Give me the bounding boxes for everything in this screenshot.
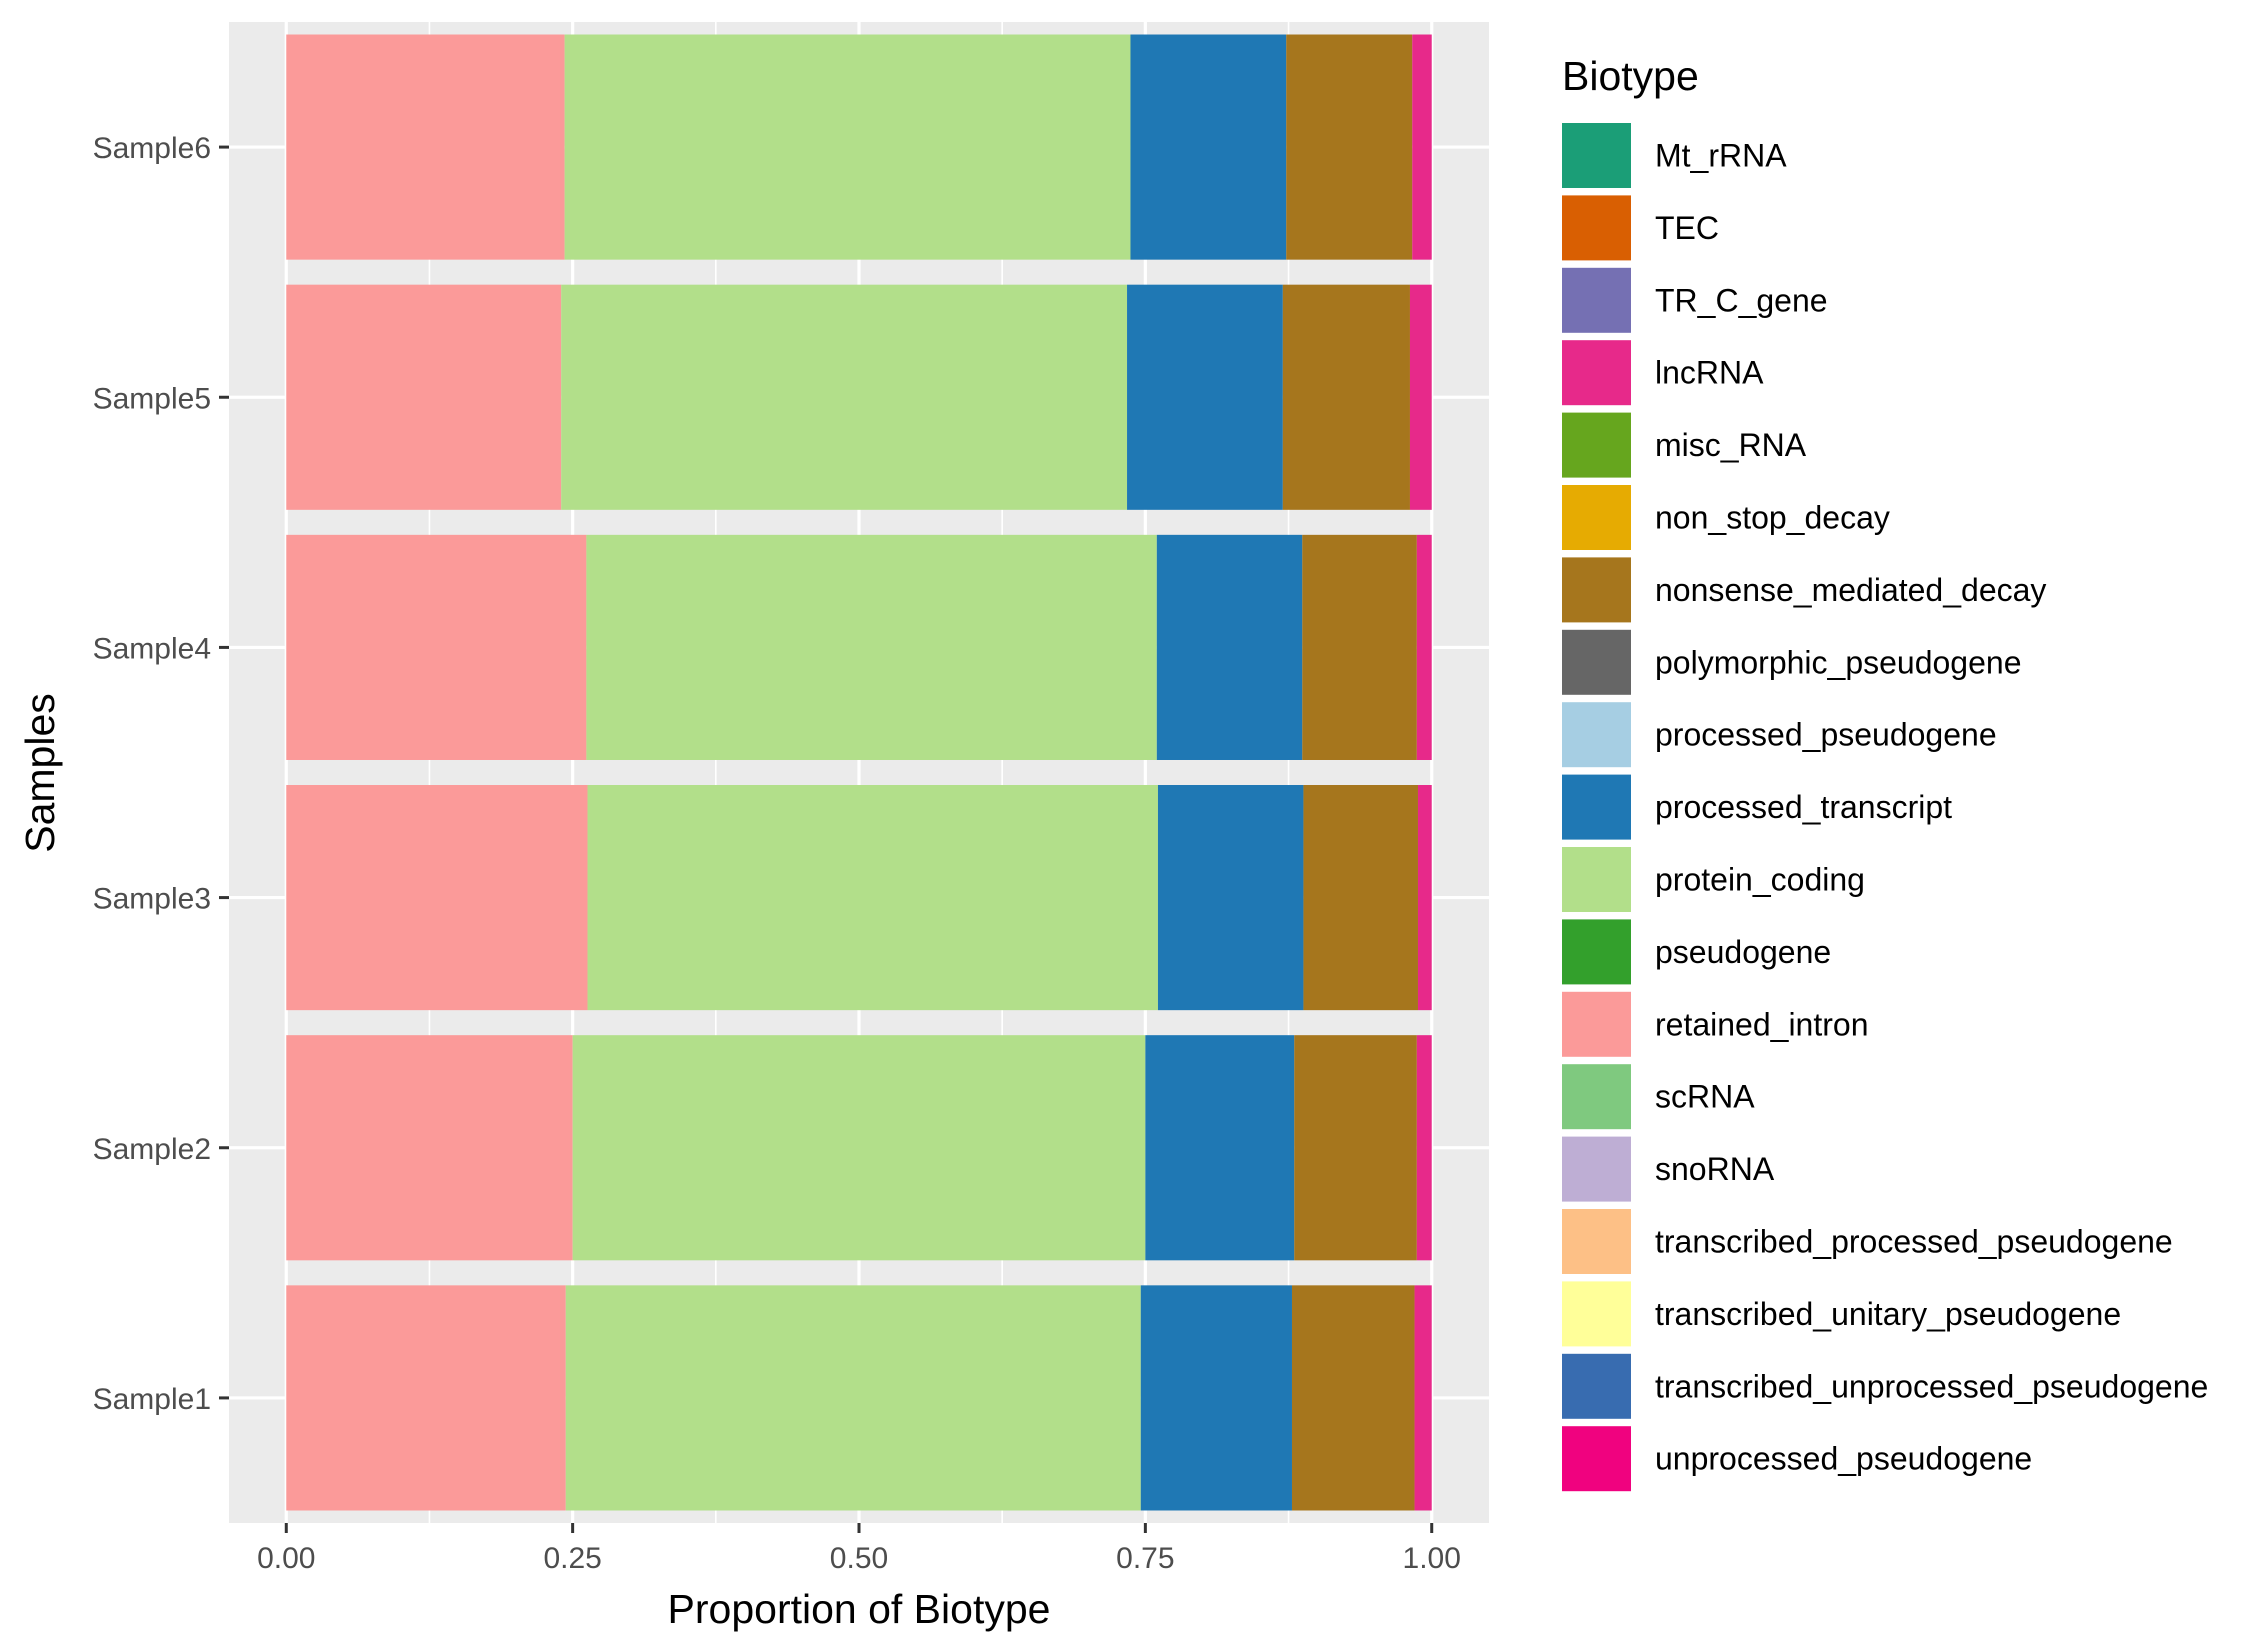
- legend-key-TR_C_gene: [1562, 267, 1631, 333]
- legend-key-non_stop_decay: [1562, 485, 1631, 550]
- legend-label-transcribed_unitary_pseudogene: transcribed_unitary_pseudogene: [1655, 1296, 2121, 1332]
- legend-label-lncRNA: lncRNA: [1655, 355, 1764, 391]
- y-tick-label: Sample1: [93, 1383, 211, 1416]
- bar-segment-Sample6-nonsense_mediated_decay: [1286, 34, 1413, 260]
- bar-segment-Sample5-processed_transcript: [1127, 284, 1283, 510]
- legend-label-misc_RNA: misc_RNA: [1655, 427, 1807, 463]
- bar-segment-Sample5-protein_coding: [561, 284, 1128, 510]
- legend-label-transcribed_unprocessed_pseudogene: transcribed_unprocessed_pseudogene: [1655, 1368, 2208, 1404]
- bar-segment-Sample6-retained_intron: [286, 34, 565, 260]
- legend-label-scRNA: scRNA: [1655, 1079, 1755, 1115]
- legend-label-processed_transcript: processed_transcript: [1655, 789, 1952, 825]
- x-tick-label: 0.00: [257, 1542, 315, 1575]
- bar-segment-Sample1-retained_intron: [286, 1285, 566, 1511]
- legend-key-processed_pseudogene: [1562, 702, 1631, 768]
- legend-label-snoRNA: snoRNA: [1655, 1151, 1775, 1187]
- legend-key-transcribed_unprocessed_pseudogene: [1562, 1353, 1631, 1419]
- legend-key-snoRNA: [1562, 1136, 1631, 1202]
- grid-minor-lines: [428, 22, 1290, 1523]
- bar-segment-Sample2-lncRNA: [1416, 1035, 1432, 1261]
- legend-key-pseudogene: [1562, 919, 1631, 985]
- x-axis-title: Proportion of Biotype: [668, 1586, 1051, 1632]
- y-axis-title: Samples: [17, 693, 63, 853]
- bar-segment-Sample3-protein_coding: [587, 785, 1158, 1011]
- legend-key-Mt_rRNA: [1562, 123, 1631, 188]
- bar-segment-Sample4-nonsense_mediated_decay: [1302, 534, 1417, 760]
- legend-key-processed_transcript: [1562, 774, 1631, 840]
- legend-key-scRNA: [1562, 1064, 1631, 1130]
- bars: [286, 34, 1432, 1511]
- bar-segment-Sample2-protein_coding: [572, 1035, 1146, 1261]
- legend-key-misc_RNA: [1562, 412, 1631, 478]
- legend-label-pseudogene: pseudogene: [1655, 934, 1831, 970]
- x-axis: 0.00 0.25 0.50 0.75 1.00: [257, 1523, 1461, 1575]
- legend-key-lncRNA: [1562, 340, 1631, 406]
- bar-segment-Sample4-protein_coding: [586, 534, 1157, 760]
- y-tick-label: Sample2: [93, 1133, 211, 1166]
- bar-segment-Sample1-lncRNA: [1414, 1285, 1432, 1511]
- x-tick-label: 0.50: [830, 1542, 888, 1575]
- bar-segment-Sample6-lncRNA: [1412, 34, 1432, 260]
- bar-segment-Sample1-protein_coding: [565, 1285, 1141, 1511]
- legend-key-polymorphic_pseudogene: [1562, 629, 1631, 695]
- legend-key-nonsense_mediated_decay: [1562, 557, 1631, 623]
- bar-segment-Sample4-lncRNA: [1416, 534, 1432, 760]
- legend: Biotype Mt_rRNA TEC TR_C_gene lncRNA misc_RN…: [1562, 53, 2208, 1492]
- x-tick-label: 0.25: [543, 1542, 601, 1575]
- y-tick-label: Sample5: [93, 382, 211, 415]
- bar-segment-Sample4-processed_transcript: [1156, 534, 1303, 760]
- legend-label-TEC: TEC: [1655, 210, 1719, 246]
- legend-label-polymorphic_pseudogene: polymorphic_pseudogene: [1655, 644, 2021, 680]
- y-tick-label: Sample6: [93, 132, 211, 165]
- legend-key-transcribed_processed_pseudogene: [1562, 1209, 1631, 1274]
- x-tick-label: 0.75: [1116, 1542, 1174, 1575]
- bar-segment-Sample2-retained_intron: [286, 1035, 573, 1261]
- legend-label-retained_intron: retained_intron: [1655, 1006, 1868, 1042]
- bar-segment-Sample5-retained_intron: [286, 284, 562, 510]
- legend-label-TR_C_gene: TR_C_gene: [1655, 282, 1828, 318]
- y-tick-label: Sample3: [93, 883, 211, 916]
- bar-segment-Sample2-nonsense_mediated_decay: [1294, 1035, 1417, 1261]
- legend-key-TEC: [1562, 195, 1631, 261]
- bar-segment-Sample3-nonsense_mediated_decay: [1303, 785, 1418, 1011]
- legend-label-nonsense_mediated_decay: nonsense_mediated_decay: [1655, 572, 2046, 608]
- legend-key-protein_coding: [1562, 847, 1631, 912]
- legend-label-processed_pseudogene: processed_pseudogene: [1655, 717, 1997, 753]
- bar-segment-Sample5-nonsense_mediated_decay: [1282, 284, 1410, 510]
- bar-segment-Sample6-protein_coding: [564, 34, 1131, 260]
- bar-segment-Sample6-processed_transcript: [1130, 34, 1287, 260]
- bar-segment-Sample5-lncRNA: [1409, 284, 1432, 510]
- legend-key-transcribed_unitary_pseudogene: [1562, 1281, 1631, 1347]
- legend-key-unprocessed_pseudogene: [1562, 1426, 1631, 1492]
- legend-title: Biotype: [1562, 53, 1699, 99]
- bar-segment-Sample2-processed_transcript: [1145, 1035, 1295, 1261]
- legend-key-retained_intron: [1562, 991, 1631, 1057]
- y-axis: Sample6 Sample5 Sample4 Sample3 Sample2 Sampl…: [93, 132, 229, 1416]
- bar-segment-Sample1-nonsense_mediated_decay: [1291, 1285, 1415, 1511]
- bar-segment-Sample1-processed_transcript: [1140, 1285, 1292, 1511]
- bar-segment-Sample4-retained_intron: [286, 534, 587, 760]
- bar-segment-Sample3-lncRNA: [1417, 785, 1432, 1011]
- bar-segment-Sample3-retained_intron: [286, 785, 588, 1011]
- y-tick-label: Sample4: [93, 632, 211, 665]
- legend-label-protein_coding: protein_coding: [1655, 862, 1865, 898]
- legend-label-Mt_rRNA: Mt_rRNA: [1655, 138, 1787, 174]
- legend-label-non_stop_decay: non_stop_decay: [1655, 500, 1890, 536]
- legend-label-transcribed_processed_pseudogene: transcribed_processed_pseudogene: [1655, 1224, 2173, 1260]
- x-tick-label: 1.00: [1403, 1542, 1461, 1575]
- legend-label-unprocessed_pseudogene: unprocessed_pseudogene: [1655, 1441, 2032, 1477]
- bar-segment-Sample3-processed_transcript: [1157, 785, 1304, 1011]
